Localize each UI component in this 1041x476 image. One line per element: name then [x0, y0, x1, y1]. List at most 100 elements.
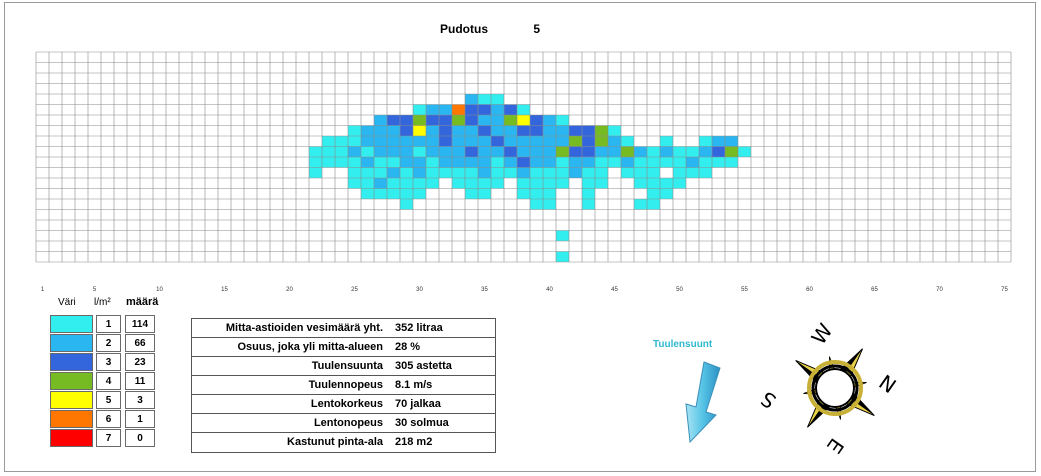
grid-cell [647, 167, 660, 178]
grid-cell [556, 167, 569, 178]
legend-count: 23 [125, 353, 155, 371]
grid-cell [517, 115, 530, 126]
legend-level: 3 [96, 353, 121, 371]
grid-cell [465, 188, 478, 199]
grid-cell [595, 157, 608, 168]
grid-cell [439, 115, 452, 126]
legend-count: 114 [125, 315, 155, 333]
grid-cell [582, 178, 595, 189]
grid-cell [322, 157, 335, 168]
grid-cell [543, 178, 556, 189]
grid-cell [413, 178, 426, 189]
grid-cell [309, 167, 322, 178]
grid-cell [491, 167, 504, 178]
grid-cell [621, 136, 634, 147]
grid-cell [478, 178, 491, 189]
grid-cell [569, 136, 582, 147]
grid-cell [374, 136, 387, 147]
grid-cell [387, 178, 400, 189]
info-row: Lentonopeus 30 solmua [192, 414, 495, 433]
legend-count: 3 [125, 391, 155, 409]
grid-cell [491, 136, 504, 147]
grid-cell [582, 199, 595, 210]
grid-cell [699, 146, 712, 157]
grid-cell [361, 146, 374, 157]
x-tick-label: 30 [416, 287, 423, 293]
grid-cell [543, 157, 556, 168]
grid-cell [387, 115, 400, 126]
grid-cell [634, 199, 647, 210]
info-label: Mitta-astioiden vesimäärä yht. [225, 322, 383, 334]
grid-cell [413, 167, 426, 178]
grid-cell [673, 157, 686, 168]
grid-cell [465, 157, 478, 168]
grid-cell [361, 125, 374, 136]
grid-cell [478, 115, 491, 126]
grid-cell [452, 167, 465, 178]
x-tick-label: 70 [936, 287, 943, 293]
grid-cell [439, 125, 452, 136]
info-value: 305 astetta [395, 360, 452, 372]
info-label: Kastunut pinta-ala [287, 436, 383, 448]
grid-cell [478, 167, 491, 178]
grid-cell [543, 125, 556, 136]
grid-cell [309, 146, 322, 157]
grid-cell [660, 188, 673, 199]
grid-cell [322, 146, 335, 157]
grid-cell [634, 146, 647, 157]
grid-cell [634, 178, 647, 189]
grid-cell [374, 146, 387, 157]
legend-swatch [50, 410, 93, 428]
grid-cell [374, 188, 387, 199]
grid-cell [582, 146, 595, 157]
grid-cell [426, 157, 439, 168]
grid-cell [530, 188, 543, 199]
legend-swatch [50, 315, 93, 333]
grid-cell [348, 136, 361, 147]
grid-cell [556, 146, 569, 157]
title-label: Pudotus [440, 22, 488, 36]
grid-cell [439, 136, 452, 147]
grid-cell [426, 136, 439, 147]
grid-cell [348, 157, 361, 168]
grid-cell [413, 157, 426, 168]
x-tick-label: 25 [351, 287, 358, 293]
info-value: 30 solmua [395, 417, 449, 429]
legend-count: 1 [125, 410, 155, 428]
legend-count: 11 [125, 372, 155, 390]
grid-cell [608, 146, 621, 157]
grid-cell [543, 188, 556, 199]
grid-cell [452, 136, 465, 147]
grid-cell [634, 167, 647, 178]
grid-cell [465, 94, 478, 105]
grid-cell [335, 157, 348, 168]
grid-cell [400, 157, 413, 168]
info-label: Lentonopeus [313, 417, 383, 429]
grid-cell [556, 115, 569, 126]
grid-cell [517, 188, 530, 199]
x-tick-label: 5 [93, 287, 97, 293]
grid-cell [660, 157, 673, 168]
grid-cell [699, 136, 712, 147]
grid-cell [400, 115, 413, 126]
grid-cell [465, 136, 478, 147]
grid-cell [556, 230, 569, 241]
legend-count: 0 [125, 429, 155, 447]
grid-cell [400, 125, 413, 136]
grid-cell [478, 157, 491, 168]
grid-cell [595, 125, 608, 136]
grid-cell [673, 167, 686, 178]
grid-cell [478, 94, 491, 105]
legend-header-count: määrä [126, 296, 159, 308]
grid-cell [673, 146, 686, 157]
grid-cell [400, 167, 413, 178]
grid-cell [608, 157, 621, 168]
grid-cell [608, 136, 621, 147]
grid-cell [660, 178, 673, 189]
legend-swatch [50, 391, 93, 409]
grid-cell [478, 188, 491, 199]
x-tick-label: 10 [156, 287, 163, 293]
grid-cell [712, 146, 725, 157]
grid-cell [543, 146, 556, 157]
grid-cell [725, 136, 738, 147]
